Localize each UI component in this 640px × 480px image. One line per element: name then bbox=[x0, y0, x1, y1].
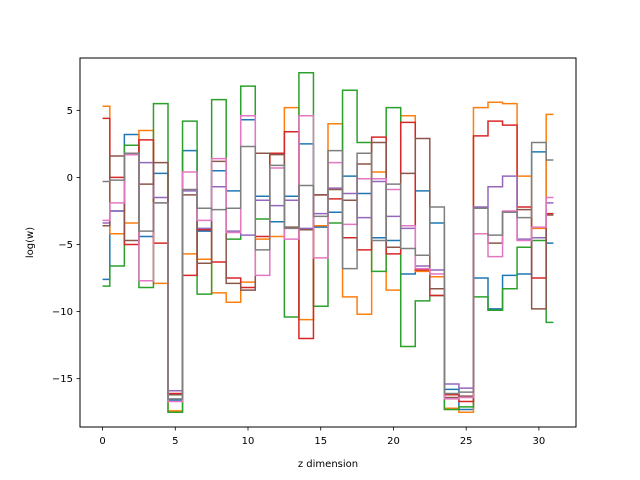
y-axis-ticks: −15 −10 −5 0 5 bbox=[52, 106, 80, 385]
x-tick-label: 30 bbox=[533, 436, 546, 447]
x-tick-label: 25 bbox=[460, 436, 473, 447]
series-layer bbox=[102, 72, 554, 413]
y-tick-label: 0 bbox=[67, 173, 73, 184]
series-line-7 bbox=[102, 114, 554, 403]
x-axis-ticks: 0 5 10 15 20 25 30 bbox=[99, 427, 545, 447]
y-tick-label: −10 bbox=[52, 307, 73, 318]
y-tick-label: −15 bbox=[52, 374, 73, 385]
x-tick-label: 15 bbox=[314, 436, 327, 447]
x-tick-label: 20 bbox=[387, 436, 400, 447]
x-tick-label: 10 bbox=[242, 436, 255, 447]
axes-frame bbox=[79, 57, 577, 428]
y-tick-label: 5 bbox=[67, 106, 73, 117]
series-line-3 bbox=[102, 72, 554, 413]
y-axis-label: log(w) bbox=[25, 227, 36, 258]
x-axis-label: z dimension bbox=[298, 459, 358, 470]
x-tick-label: 5 bbox=[172, 436, 178, 447]
series-line-8 bbox=[102, 141, 554, 400]
y-tick-label: −5 bbox=[58, 240, 73, 251]
x-tick-label: 0 bbox=[99, 436, 105, 447]
